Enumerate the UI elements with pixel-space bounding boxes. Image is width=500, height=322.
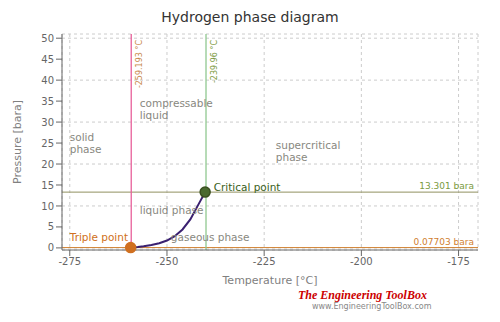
svg-text:-225: -225 [253, 256, 276, 267]
svg-text:-259.193 °C: -259.193 °C [135, 40, 144, 89]
svg-text:supercriticalphase: supercriticalphase [276, 139, 341, 163]
svg-text:solidphase: solidphase [70, 131, 102, 155]
svg-text:30: 30 [41, 117, 54, 128]
html-text:Hydrogen phase diagram: Hydrogen phase diagram [161, 9, 339, 25]
svg-text:40: 40 [41, 75, 54, 86]
svg-text:-275: -275 [58, 256, 81, 267]
svg-text:0: 0 [48, 242, 54, 253]
svg-text:-250: -250 [156, 256, 179, 267]
svg-text:5: 5 [48, 221, 54, 232]
svg-text:Temperature [°C]: Temperature [°C] [222, 274, 318, 287]
svg-text:13.301 bara: 13.301 bara [419, 181, 474, 191]
svg-text:Critical point: Critical point [214, 181, 281, 193]
svg-text:50: 50 [41, 33, 54, 44]
svg-text:25: 25 [41, 138, 54, 149]
svg-text:-175: -175 [447, 256, 470, 267]
svg-text:Pressure [bara]: Pressure [bara] [11, 100, 24, 184]
svg-text:liquid phase: liquid phase [140, 204, 204, 216]
html-text:The Engineering ToolBox: The Engineering ToolBox [298, 288, 427, 302]
svg-text:gaseous phase: gaseous phase [171, 231, 250, 243]
svg-text:-200: -200 [350, 256, 373, 267]
svg-text:20: 20 [41, 159, 54, 170]
svg-text:35: 35 [41, 96, 54, 107]
svg-text:0.07703 bara: 0.07703 bara [413, 237, 474, 247]
svg-text:compressableliquid: compressableliquid [140, 97, 213, 121]
svg-text:45: 45 [41, 54, 54, 65]
html-text:www.EngineeringToolBox.com: www.EngineeringToolBox.com [312, 302, 432, 311]
svg-text:Triple point: Triple point [69, 231, 128, 243]
svg-text:-239.96 °C: -239.96 °C [210, 40, 219, 83]
svg-text:15: 15 [41, 180, 54, 191]
svg-text:10: 10 [41, 201, 54, 212]
